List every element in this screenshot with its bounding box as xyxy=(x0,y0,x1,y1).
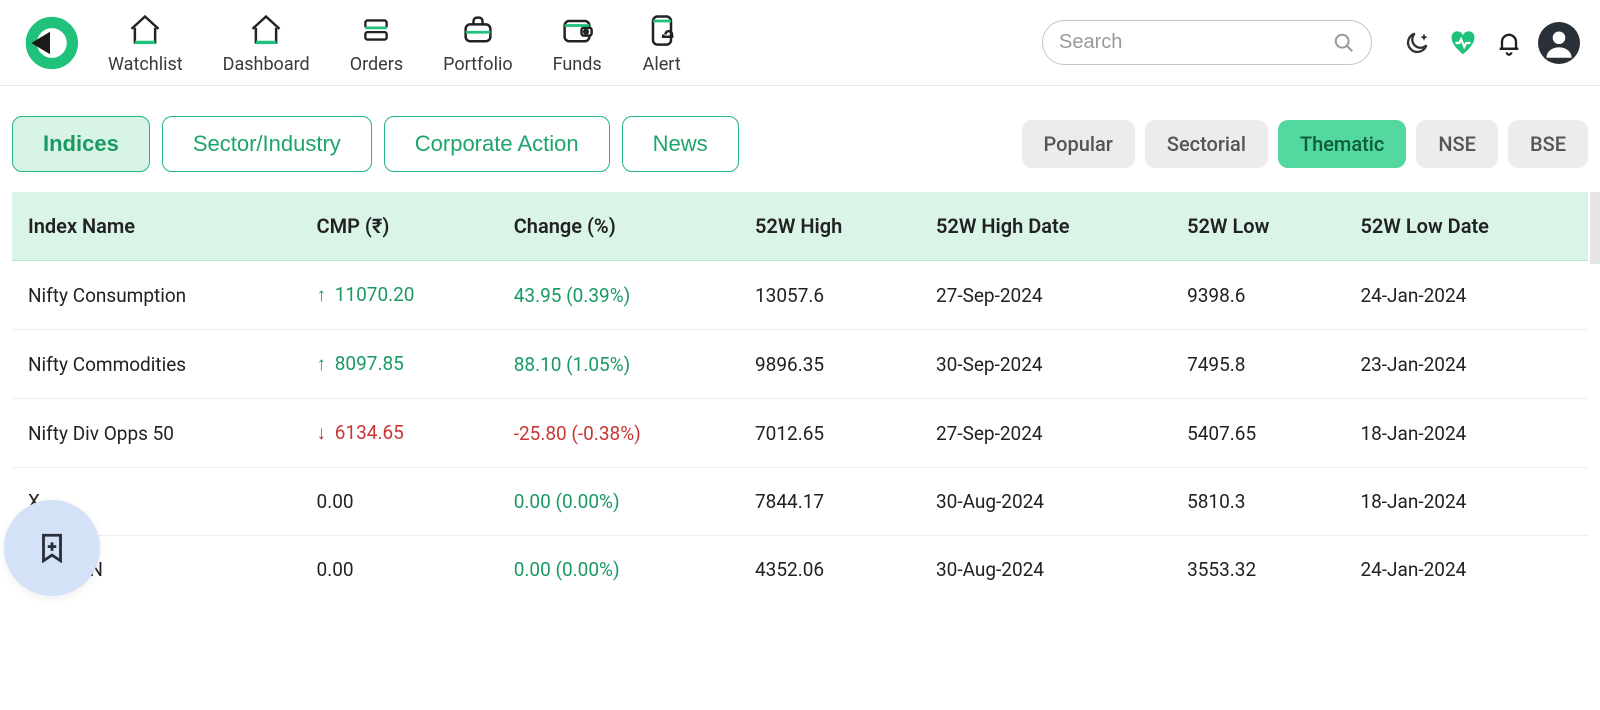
arrow-down-icon: ↓ xyxy=(317,421,327,444)
cell-52w-high: 4352.06 xyxy=(739,536,920,604)
nav-portfolio[interactable]: Portfolio xyxy=(443,10,512,75)
nav-dashboard[interactable]: Dashboard xyxy=(223,10,310,75)
cell-cmp: ↓ 6134.65 xyxy=(301,399,498,468)
col-52w-low[interactable]: 52W Low xyxy=(1171,192,1344,261)
utility-icons xyxy=(1400,22,1580,64)
indices-table: Index Name CMP (₹) Change (%) 52W High 5… xyxy=(12,192,1588,603)
cell-cmp: ↑ 8097.85 xyxy=(301,330,498,399)
cell-change: 43.95 (0.39%) xyxy=(498,261,739,330)
cell-change: 0.00 (0.00%) xyxy=(498,468,739,536)
nav-label: Funds xyxy=(553,54,602,75)
cell-52w-low-date: 18-Jan-2024 xyxy=(1344,468,1588,536)
cell-52w-high-date: 30-Sep-2024 xyxy=(920,330,1171,399)
cell-52w-high-date: 30-Aug-2024 xyxy=(920,468,1171,536)
cell-change: 88.10 (1.05%) xyxy=(498,330,739,399)
cell-52w-low: 5810.3 xyxy=(1171,468,1344,536)
cell-52w-low-date: 24-Jan-2024 xyxy=(1344,536,1588,604)
bell-icon[interactable] xyxy=(1492,26,1526,60)
nav-funds[interactable]: Funds xyxy=(553,10,602,75)
nav-watchlist[interactable]: Watchlist xyxy=(108,10,183,75)
nav-label: Dashboard xyxy=(223,54,310,75)
tab-news[interactable]: News xyxy=(622,116,739,172)
col-index-name[interactable]: Index Name xyxy=(12,192,301,261)
search-box[interactable] xyxy=(1042,20,1372,65)
table-row[interactable]: Nifty Div Opps 50↓ 6134.65-25.80 (-0.38%… xyxy=(12,399,1588,468)
filter-thematic[interactable]: Thematic xyxy=(1278,120,1406,168)
nav-label: Orders xyxy=(350,54,403,75)
cell-52w-low-date: 24-Jan-2024 xyxy=(1344,261,1588,330)
filter-popular[interactable]: Popular xyxy=(1022,120,1135,168)
cell-cmp: ↑ 11070.20 xyxy=(301,261,498,330)
app-logo[interactable] xyxy=(20,13,80,73)
arrow-up-icon: ↑ xyxy=(317,352,327,375)
cell-52w-low: 9398.6 xyxy=(1171,261,1344,330)
filter-sectorial[interactable]: Sectorial xyxy=(1145,120,1268,168)
filter-bse[interactable]: BSE xyxy=(1508,120,1588,168)
profile-avatar-icon[interactable] xyxy=(1538,22,1580,64)
cell-52w-low-date: 18-Jan-2024 xyxy=(1344,399,1588,468)
orders-icon xyxy=(356,10,396,50)
search-icon xyxy=(1333,32,1355,54)
cell-52w-high: 7012.65 xyxy=(739,399,920,468)
cell-index-name: Nifty Div Opps 50 xyxy=(12,399,301,468)
col-change[interactable]: Change (%) xyxy=(498,192,739,261)
search-input[interactable] xyxy=(1059,31,1333,54)
tab-corporate-action[interactable]: Corporate Action xyxy=(384,116,610,172)
nav-alert[interactable]: Alert xyxy=(642,10,682,75)
col-52w-high-date[interactable]: 52W High Date xyxy=(920,192,1171,261)
nav-orders[interactable]: Orders xyxy=(350,10,403,75)
nav-label: Watchlist xyxy=(108,54,183,75)
cell-52w-high: 7844.17 xyxy=(739,468,920,536)
col-52w-high[interactable]: 52W High xyxy=(739,192,920,261)
filter-group: Popular Sectorial Thematic NSE BSE xyxy=(1022,120,1588,168)
briefcase-icon xyxy=(458,10,498,50)
nav-label: Portfolio xyxy=(443,54,512,75)
home-icon xyxy=(125,10,165,50)
cell-change: -25.80 (-0.38%) xyxy=(498,399,739,468)
scrollbar-hint xyxy=(1590,192,1600,264)
table-row[interactable]: CARBON0.000.00 (0.00%)4352.0630-Aug-2024… xyxy=(12,536,1588,604)
nav-label: Alert xyxy=(643,54,681,75)
col-52w-low-date[interactable]: 52W Low Date xyxy=(1344,192,1588,261)
bookmark-add-fab[interactable] xyxy=(4,500,100,596)
indices-table-wrap: Index Name CMP (₹) Change (%) 52W High 5… xyxy=(0,192,1600,603)
cell-index-name: Nifty Commodities xyxy=(12,330,301,399)
health-heart-icon[interactable] xyxy=(1446,26,1480,60)
arrow-up-icon: ↑ xyxy=(317,283,327,306)
cell-cmp: 0.00 xyxy=(301,536,498,604)
cell-index-name: Nifty Consumption xyxy=(12,261,301,330)
cell-52w-high-date: 27-Sep-2024 xyxy=(920,261,1171,330)
tabs-row: Indices Sector/Industry Corporate Action… xyxy=(0,86,1600,192)
cell-52w-low-date: 23-Jan-2024 xyxy=(1344,330,1588,399)
table-row[interactable]: Nifty Commodities↑ 8097.8588.10 (1.05%)9… xyxy=(12,330,1588,399)
tab-sector-industry[interactable]: Sector/Industry xyxy=(162,116,372,172)
top-navigation: Watchlist Dashboard Orders xyxy=(0,0,1600,86)
cell-cmp: 0.00 xyxy=(301,468,498,536)
cell-52w-low: 3553.32 xyxy=(1171,536,1344,604)
wallet-icon xyxy=(557,10,597,50)
col-cmp[interactable]: CMP (₹) xyxy=(301,192,498,261)
cell-52w-high-date: 30-Aug-2024 xyxy=(920,536,1171,604)
tab-indices[interactable]: Indices xyxy=(12,116,150,172)
theme-toggle-icon[interactable] xyxy=(1400,26,1434,60)
cell-52w-high: 13057.6 xyxy=(739,261,920,330)
cell-52w-high-date: 27-Sep-2024 xyxy=(920,399,1171,468)
table-row[interactable]: X0.000.00 (0.00%)7844.1730-Aug-20245810.… xyxy=(12,468,1588,536)
cell-change: 0.00 (0.00%) xyxy=(498,536,739,604)
filter-nse[interactable]: NSE xyxy=(1416,120,1498,168)
cell-52w-high: 9896.35 xyxy=(739,330,920,399)
nav-items: Watchlist Dashboard Orders xyxy=(108,10,682,75)
device-alert-icon xyxy=(642,10,682,50)
cell-52w-low: 7495.8 xyxy=(1171,330,1344,399)
table-row[interactable]: Nifty Consumption↑ 11070.2043.95 (0.39%)… xyxy=(12,261,1588,330)
cell-52w-low: 5407.65 xyxy=(1171,399,1344,468)
home-icon xyxy=(246,10,286,50)
